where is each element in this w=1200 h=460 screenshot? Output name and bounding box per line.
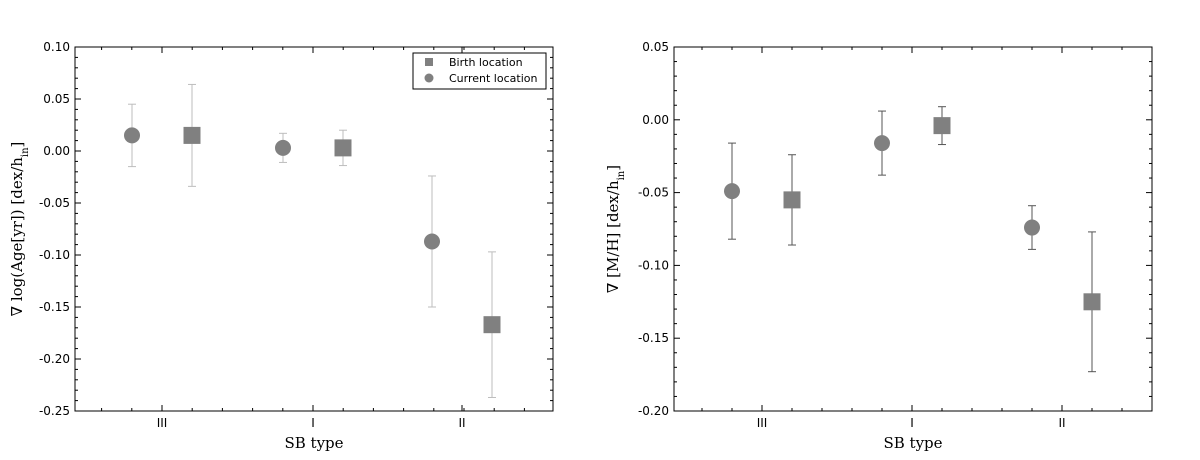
- left-y-tick-label: -0.25: [39, 404, 70, 418]
- right-y-axis-label: ∇ [M/H] [dex/hin]: [604, 165, 627, 293]
- right-birth-location-point: [783, 191, 801, 209]
- left-birth-location-point: [483, 316, 501, 334]
- left-y-tick-label: -0.05: [39, 196, 70, 210]
- right-current-location-point: [1024, 219, 1040, 236]
- right-y-tick-label: -0.15: [638, 331, 669, 345]
- left-y-axis-label: ∇ log(Age[yr]) [dex/hin]: [8, 142, 31, 317]
- right-x-tick-label: I: [910, 416, 914, 430]
- left-birth-location-point: [334, 139, 352, 157]
- left-current-location-point: [124, 127, 140, 144]
- left-x-axis-label: SB type: [284, 434, 343, 452]
- right-y-tick-label: 0.00: [642, 113, 669, 127]
- legend-label-birth: Birth location: [449, 56, 523, 69]
- left-y-tick-label: 0.00: [43, 144, 70, 158]
- right-x-tick-label: III: [757, 416, 768, 430]
- left-y-tick-label: -0.10: [39, 248, 70, 262]
- left-x-tick-label: II: [458, 416, 465, 430]
- left-axes: 0.100.050.00-0.05-0.10-0.15-0.20-0.25III…: [39, 40, 553, 430]
- left-y-tick-label: 0.10: [43, 40, 70, 54]
- legend-label-current: Current location: [449, 72, 537, 85]
- left-y-tick-label: -0.15: [39, 300, 70, 314]
- left-chart-panel: 0.100.050.00-0.05-0.10-0.15-0.20-0.25III…: [8, 40, 554, 452]
- left-plot-frame: [74, 46, 554, 412]
- right-current-location-point: [724, 183, 740, 200]
- left-y-tick-label: -0.20: [39, 352, 70, 366]
- left-current-location-point: [424, 233, 440, 250]
- right-y-tick-label: 0.05: [642, 40, 669, 54]
- right-plot-frame: [673, 46, 1153, 412]
- right-y-tick-label: -0.10: [638, 258, 669, 272]
- left-birth-location-point: [183, 126, 201, 144]
- left-x-tick-label: III: [157, 416, 168, 430]
- right-x-tick-label: II: [1058, 416, 1065, 430]
- left-current-location-point: [275, 139, 291, 156]
- right-y-tick-label: -0.05: [638, 186, 669, 200]
- right-birth-location-point: [933, 117, 951, 135]
- right-data-marks: [724, 106, 1101, 373]
- left-x-tick-label: I: [311, 416, 315, 430]
- left-y-tick-label: 0.05: [43, 92, 70, 106]
- right-x-axis-label: SB type: [883, 434, 942, 452]
- left-data-marks: [124, 83, 501, 398]
- legend-box: [412, 52, 547, 90]
- right-y-tick-label: -0.20: [638, 404, 669, 418]
- right-current-location-point: [874, 135, 890, 152]
- right-birth-location-point: [1083, 293, 1101, 311]
- legend-square-marker: [425, 58, 433, 66]
- legend-circle-marker: [424, 73, 434, 83]
- legend: Birth location Current location: [412, 52, 547, 90]
